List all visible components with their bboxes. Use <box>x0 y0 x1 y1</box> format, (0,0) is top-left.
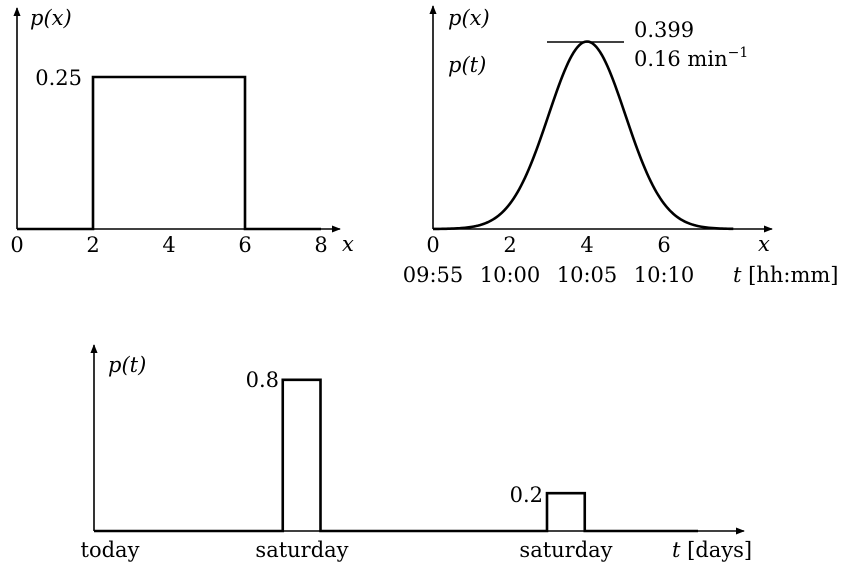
c2-time-axis-label: t [hh:mm] <box>733 263 838 287</box>
discrete-chart: p(t) 0.8 0.2 today saturday saturday t [… <box>81 344 752 562</box>
c2-time-tick-1: 10:00 <box>480 263 541 287</box>
c2-x-tick-1: 2 <box>503 233 516 257</box>
c1-x-tick-2: 4 <box>162 233 175 257</box>
c2-y-axis-label-2: p(t) <box>448 53 486 77</box>
c2-x-tick-2: 4 <box>580 233 593 257</box>
c1-y-annotation-label: 0.25 <box>35 66 82 90</box>
c3-x-tick-1: saturday <box>255 538 348 562</box>
c3-x-tick-0: today <box>81 538 140 562</box>
normal-chart: p(x) p(t) 0.399 0.16 min−1 0 2 4 6 x 09:… <box>403 5 838 287</box>
c2-time-tick-3: 10:10 <box>634 263 695 287</box>
c1-x-tick-1: 2 <box>86 233 99 257</box>
c3-x-tick-2: saturday <box>519 538 612 562</box>
c2-time-tick-2: 10:05 <box>557 263 618 287</box>
c3-x-axis-label: t [days] <box>672 538 752 562</box>
uniform-chart: p(x) 0.25 0 2 4 6 8 x <box>10 6 354 257</box>
c2-y-axis-label: p(x) <box>448 6 490 30</box>
c2-peak-rate: 0.16 min−1 <box>634 45 748 71</box>
c1-y-axis-label: p(x) <box>30 6 72 30</box>
c2-peak-rate-base: 0.16 min <box>634 47 728 71</box>
c3-y-axis-label: p(t) <box>108 353 146 377</box>
c1-series-line <box>17 75 321 231</box>
c3-series-line <box>94 378 698 533</box>
c2-peak-value: 0.399 <box>634 18 694 42</box>
c1-x-tick-3: 6 <box>238 233 251 257</box>
c2-x-axis-label: x <box>758 232 770 256</box>
c1-x-axis-label: x <box>342 232 354 256</box>
c1-x-tick-4: 8 <box>314 233 327 257</box>
c2-x-tick-3: 6 <box>657 233 670 257</box>
c2-x-tick-0: 0 <box>426 233 439 257</box>
c2-time-tick-0: 09:55 <box>403 263 464 287</box>
c1-x-tick-0: 0 <box>10 233 23 257</box>
c3-y-annotation-1: 0.2 <box>510 483 543 507</box>
c3-y-annotation-0: 0.8 <box>246 368 279 392</box>
c2-peak-rate-sup: −1 <box>728 45 749 61</box>
